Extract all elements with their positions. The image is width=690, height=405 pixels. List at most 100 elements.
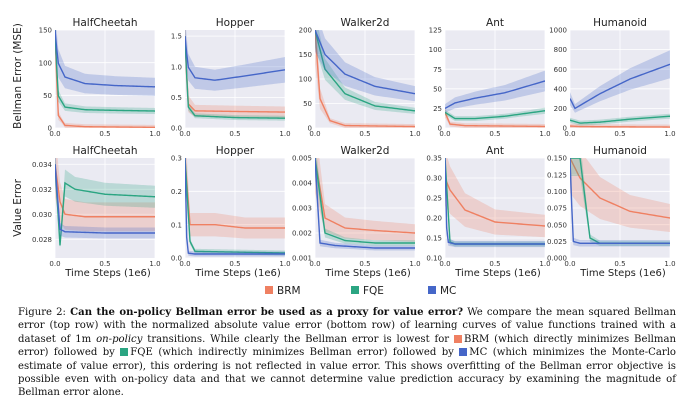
legend-label: FQE (363, 285, 384, 297)
y-tick-label: 0.150 (547, 155, 567, 163)
y-tick-label: 0.15 (426, 235, 442, 243)
caption-mc: MC (which minimizes the Monte-Carlo esti… (18, 347, 676, 399)
x-tick-label: 1.0 (279, 260, 290, 268)
y-tick-label: 100 (429, 46, 442, 54)
y-tick-label: 0.000 (547, 255, 567, 263)
x-axis-label: Time Steps (1e6) (454, 268, 541, 279)
y-tick-label: 0 (308, 125, 312, 133)
series-brm-line (315, 158, 415, 234)
x-tick-label: 1.0 (149, 130, 160, 138)
series-group (185, 30, 285, 121)
caption-fqe: FQE (which indirectly minimizes Bellman … (130, 347, 460, 359)
panel-title: Ant (486, 17, 504, 29)
series-group (315, 30, 415, 128)
panel-bottom-humanoid: 0.000 0.025 0.050 0.075 0.100 0.125 0.150 0.0 0.… (547, 145, 676, 279)
panel-top-halfcheetah: 0 50 100 150 0.0 0.5 1.0 HalfCheetah (39, 17, 161, 138)
series-brm-line (185, 158, 285, 229)
series-mc-band (55, 158, 155, 239)
row-label-bottom: Value Error (12, 178, 24, 236)
panel-top-ant: 0 25 50 75 100 125 0.0 0.5 1.0 Ant (429, 17, 551, 138)
panel-title: Humanoid (593, 145, 647, 157)
panel-title: Hopper (216, 17, 255, 29)
y-tick-label: 100 (299, 76, 312, 84)
x-tick-label: 0.0 (564, 130, 575, 138)
y-tick-label: 50 (433, 85, 442, 93)
y-tick-label: 0.034 (32, 161, 53, 169)
series-fqe-line (315, 158, 415, 244)
series-group (445, 158, 545, 248)
x-tick-label: 0.5 (229, 260, 240, 268)
legend-swatch (351, 286, 359, 294)
x-tick-label: 0.5 (229, 130, 240, 138)
y-tick-label: 0 (563, 125, 567, 133)
caption-figure-label: Figure 2: (18, 307, 66, 318)
y-tick-label: 0.35 (426, 155, 442, 163)
x-tick-label: 0.0 (439, 130, 450, 138)
caption-text-2: transitions. While clearly the Bellman e… (142, 333, 454, 345)
series-fqe-line (185, 158, 285, 254)
series-mc-line (570, 158, 670, 245)
x-tick-label: 0.0 (309, 260, 320, 268)
y-tick-label: 150 (299, 51, 312, 59)
y-tick-label: 0.050 (547, 221, 567, 229)
brm-swatch (453, 334, 462, 343)
series-mc-line (315, 30, 415, 95)
series-mc-line (315, 158, 415, 249)
y-tick-label: 0.2 (171, 188, 182, 196)
legend-item-mc: MC (428, 285, 456, 297)
x-tick-label: 1.0 (664, 260, 675, 268)
panel-bottom-hopper: 0.0 0.1 0.2 0.3 0.0 0.5 1.0 Hopper Time Steps (1… (171, 145, 291, 279)
legend-label: MC (440, 285, 456, 297)
y-tick-label: 100 (39, 59, 52, 67)
x-axis-label: Time Steps (1e6) (324, 268, 411, 279)
series-brm-line (570, 158, 670, 219)
series-mc-band (185, 30, 285, 91)
x-tick-label: 0.5 (99, 260, 110, 268)
y-tick-label: 0.20 (426, 215, 442, 223)
x-tick-label: 0.0 (564, 260, 575, 268)
series-fqe-line (185, 36, 285, 119)
series-fqe-band (315, 158, 415, 246)
x-tick-label: 0.5 (489, 260, 500, 268)
x-tick-label: 0.0 (49, 130, 60, 138)
y-tick-label: 0.1 (171, 221, 182, 229)
series-brm-band (315, 158, 415, 242)
series-mc-band (315, 30, 415, 102)
row-label-top: Bellman Error (MSE) (12, 23, 24, 129)
x-tick-label: 1.0 (409, 130, 420, 138)
x-tick-label: 1.0 (539, 130, 550, 138)
figure-caption: Figure 2: Can the on-policy Bellman erro… (18, 306, 676, 400)
y-tick-label: 0 (48, 125, 52, 133)
series-brm-band (185, 158, 285, 239)
figure: Bellman Error (MSE) Value Error 0 50 100 15… (12, 17, 676, 297)
x-tick-label: 1.0 (539, 260, 550, 268)
panel-title: Hopper (216, 145, 255, 157)
x-tick-label: 0.0 (309, 130, 320, 138)
y-tick-label: 125 (429, 27, 442, 35)
caption-text-1: We compare the mean squared Bellman erro… (18, 307, 676, 345)
y-tick-label: 0.028 (32, 236, 52, 244)
y-tick-label: 0.001 (292, 255, 312, 263)
panel-top-humanoid: 0 200 400 600 800 1000 0.0 0.5 1.0 Humanoid (549, 17, 675, 138)
x-tick-label: 1.0 (279, 130, 290, 138)
series-mc-line (570, 63, 670, 110)
series-mc-band (445, 70, 545, 113)
series-group (570, 50, 670, 128)
x-axis-label: Time Steps (1e6) (579, 268, 666, 279)
y-tick-label: 0.25 (426, 195, 442, 203)
y-tick-label: 75 (433, 66, 442, 74)
series-brm-line (185, 36, 285, 113)
panel-bottom-walker2d: 0.001 0.002 0.003 0.004 0.005 0.0 0.5 1.0 Walker… (292, 145, 421, 279)
y-tick-label: 0.002 (292, 230, 312, 238)
series-fqe-line (570, 115, 670, 124)
y-tick-label: 0.030 (32, 211, 52, 219)
x-tick-label: 0.0 (439, 260, 450, 268)
x-tick-label: 1.0 (409, 260, 420, 268)
y-tick-label: 0.004 (292, 180, 313, 188)
panel-title: Humanoid (593, 17, 647, 29)
legend-label: BRM (277, 285, 301, 297)
legend-swatch (265, 286, 273, 294)
legend: BRM FQE MC (265, 285, 456, 297)
series-mc-band (315, 158, 415, 251)
series-brm-line (55, 164, 155, 218)
